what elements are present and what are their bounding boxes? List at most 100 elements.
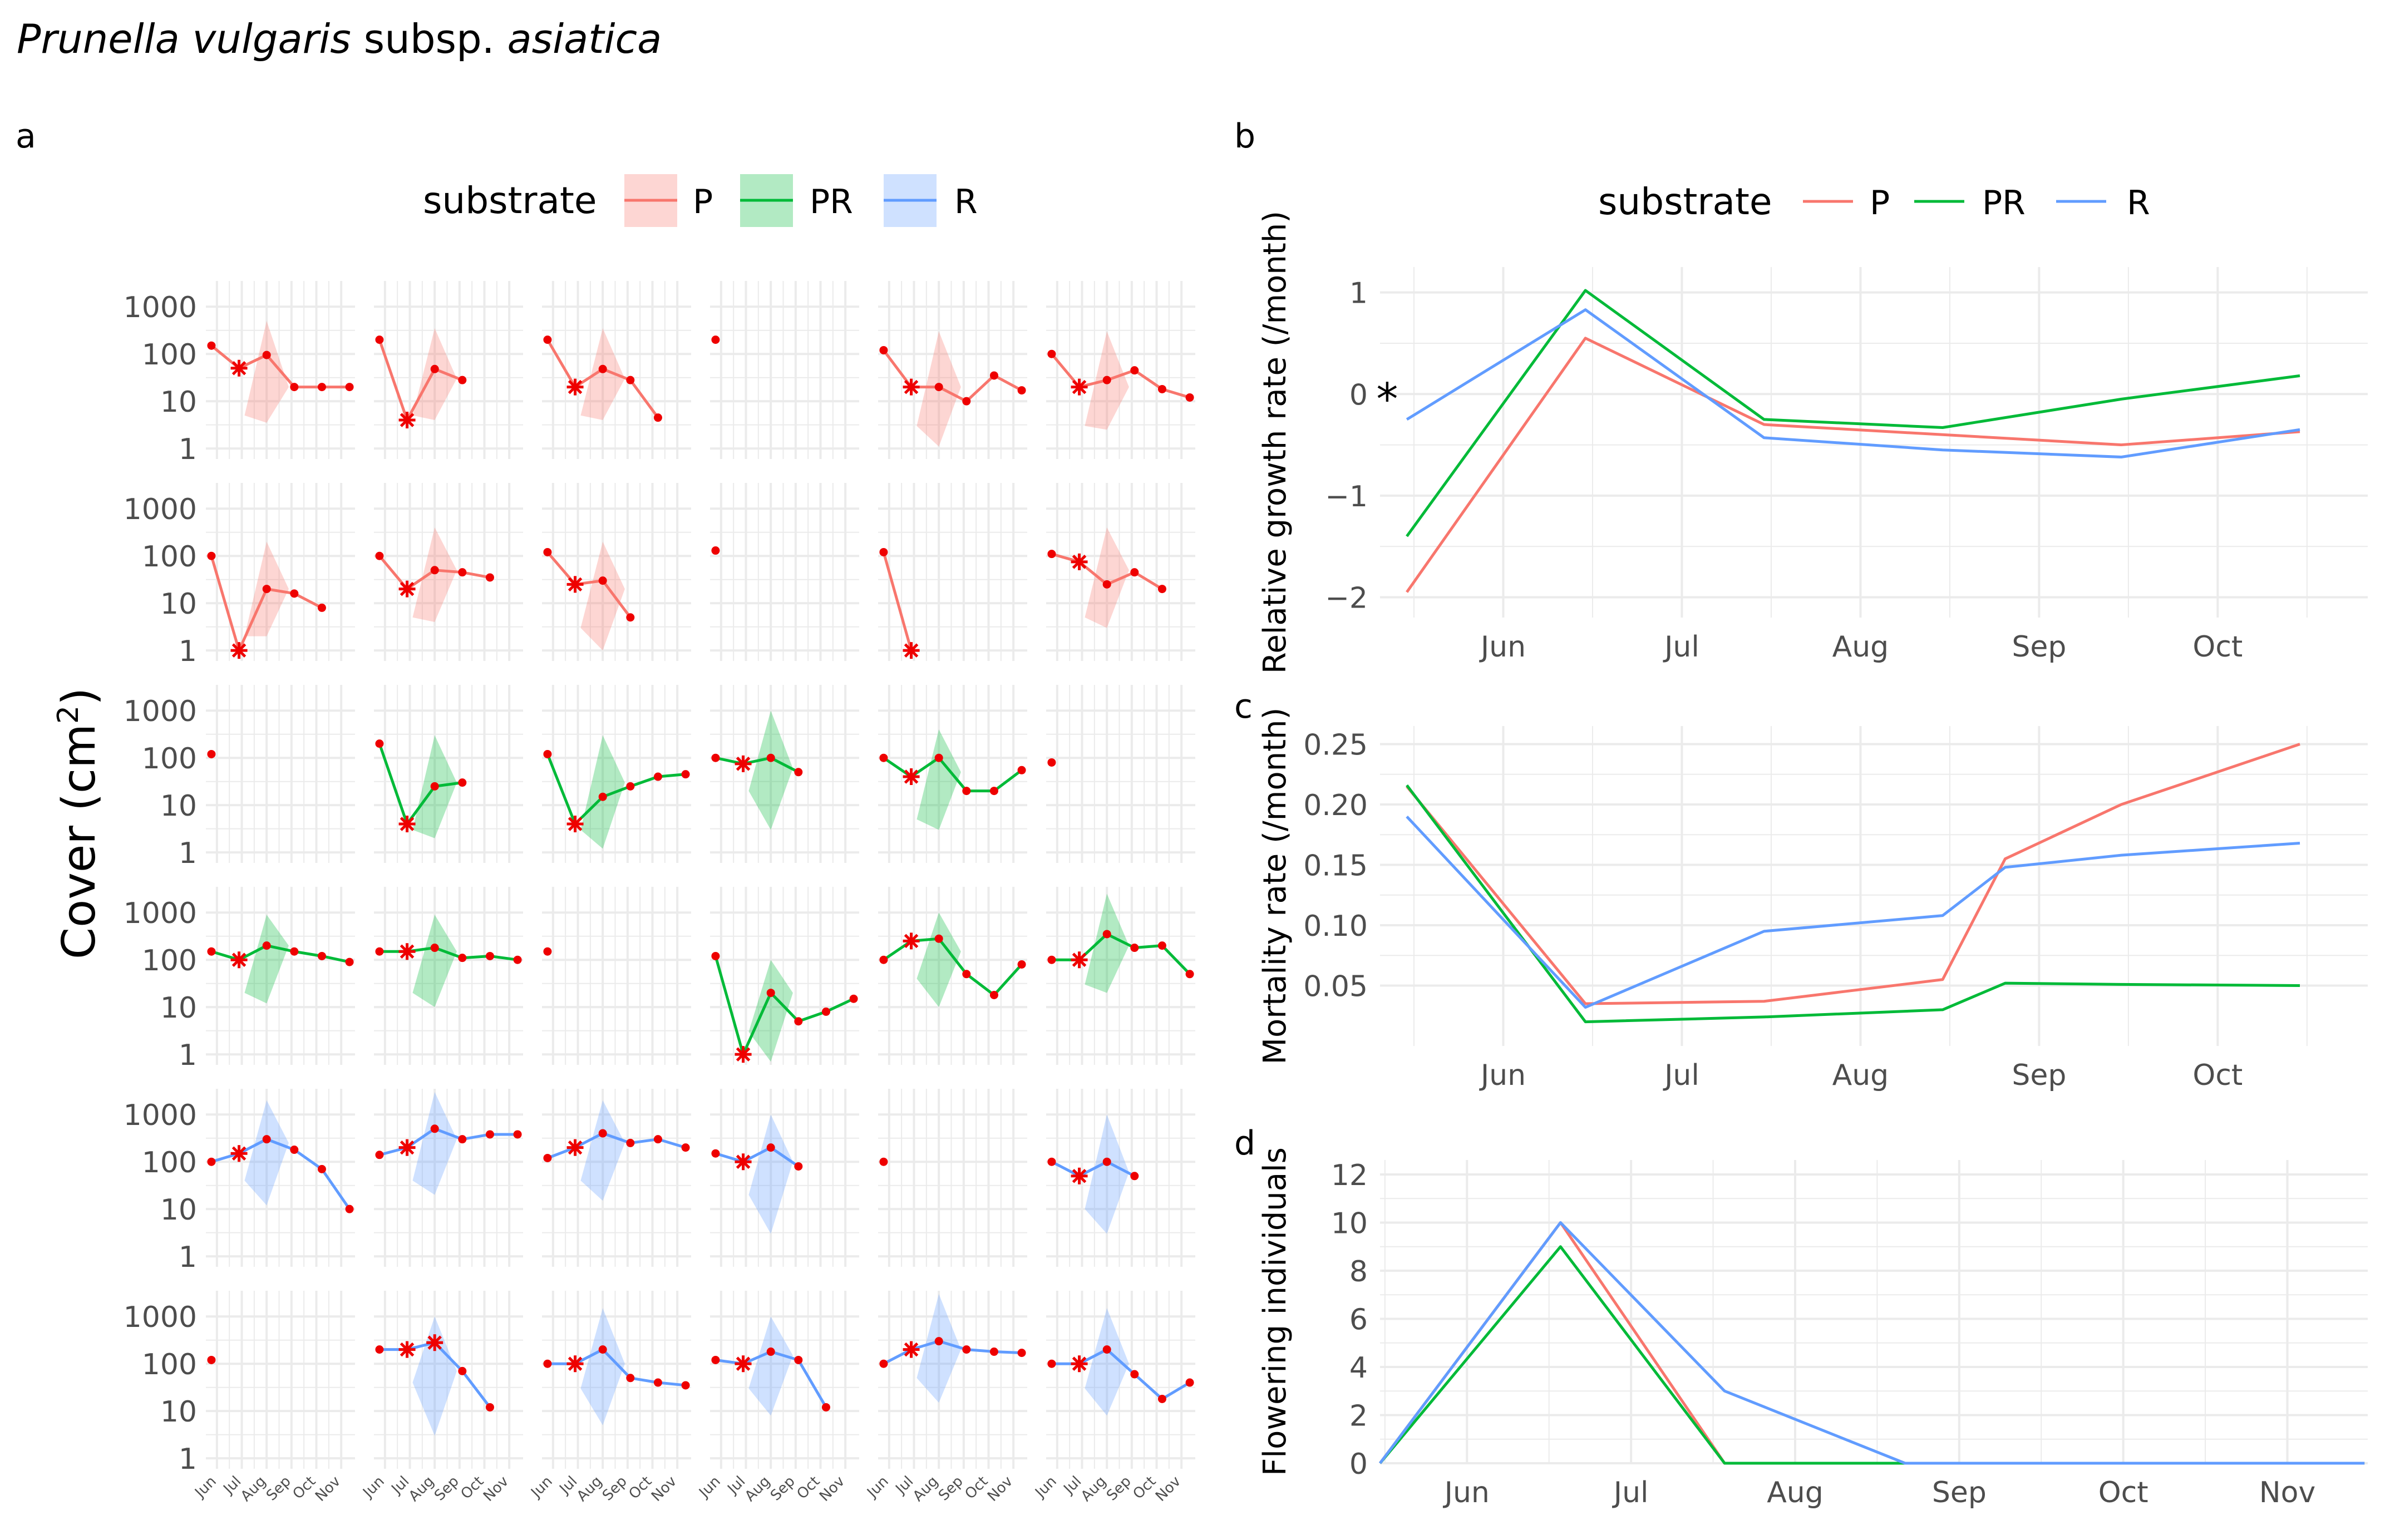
facet-background — [710, 1089, 859, 1267]
facet-9 — [542, 483, 691, 661]
facet-4 — [710, 281, 859, 459]
facet-point — [485, 1130, 494, 1139]
facet-point — [879, 1359, 888, 1368]
facet-point — [1047, 1157, 1056, 1166]
facet-series-line — [1051, 1160, 1135, 1178]
legend-a-key-pr: PR — [740, 174, 853, 227]
facet-star-marker — [1071, 1167, 1088, 1184]
facet-series-line — [547, 1132, 686, 1159]
facet-background — [710, 887, 859, 1065]
facet-35 — [878, 1291, 1027, 1469]
facet-3 — [542, 281, 691, 459]
facet-ytick-label: 1 — [179, 433, 197, 466]
facet-point — [543, 1359, 552, 1368]
facet-point — [681, 770, 690, 779]
legend-a-label-p: P — [693, 182, 713, 221]
series-line-p — [1406, 743, 2300, 1005]
xtick-label: Aug — [1832, 630, 1889, 664]
facet-point — [430, 944, 439, 952]
panel-label-a: a — [16, 117, 36, 156]
facet-background — [374, 887, 523, 1065]
facet-ribbon — [412, 1092, 457, 1195]
title-species: Prunella vulgaris — [17, 16, 351, 62]
xtick-label: Oct — [2192, 1059, 2243, 1092]
facet-background — [878, 1291, 1027, 1469]
legend-b-label-r: R — [2127, 184, 2150, 223]
chart-relative-growth-rate: −2 −1 0 1 Jun Jul Aug Sep Oct Relative growth rat… — [1257, 211, 2368, 674]
facet-point — [317, 1164, 326, 1173]
facet-xtick-label: Aug — [742, 1473, 773, 1505]
facet-ribbon — [1085, 1308, 1129, 1416]
facet-star-marker — [566, 1139, 584, 1156]
facet-ribbon — [1085, 1114, 1129, 1234]
facet-ytick-label: 1 — [179, 1039, 197, 1072]
facet-star-marker — [230, 1145, 248, 1162]
facet-star-marker — [398, 815, 416, 832]
facet-point — [598, 576, 607, 585]
legend-panel-a: substrate P PR R — [423, 174, 978, 227]
facet-star-marker — [1071, 553, 1088, 570]
facet-point — [766, 989, 775, 998]
facet-star-marker — [1071, 951, 1088, 969]
facet-background — [878, 483, 1027, 661]
facet-point — [513, 1130, 522, 1139]
series-line-pr — [1406, 784, 2300, 1024]
facet-series-line — [883, 1340, 1022, 1365]
facet-point — [681, 1143, 690, 1152]
facet-point — [1185, 1378, 1194, 1387]
facet-ytick-label: 1 — [179, 837, 197, 870]
facet-xtick-label: Jun — [1031, 1473, 1060, 1502]
facet-series-line — [715, 1146, 800, 1168]
facet-point — [1157, 585, 1166, 594]
facet-ytick-label: 10 — [160, 386, 197, 419]
facet-19 — [206, 887, 355, 1065]
facet-8 — [374, 483, 523, 661]
ytick-label: 0 — [1349, 1448, 1368, 1481]
ytick-label: 0.05 — [1303, 970, 1368, 1004]
facet-36 — [1046, 1291, 1195, 1469]
facet-point — [317, 383, 326, 392]
facet-ribbon — [580, 328, 625, 420]
facet-point — [879, 955, 888, 964]
facet-point — [1102, 1157, 1111, 1166]
facet-16 — [710, 685, 859, 863]
legend-b-label-pr: PR — [1982, 184, 2026, 223]
facet-background — [1046, 887, 1195, 1065]
facet-xtick-label: Oct — [794, 1473, 823, 1503]
facet-xtick-label: Oct — [457, 1473, 487, 1503]
facet-star-marker — [230, 359, 248, 377]
facet-21 — [542, 887, 691, 1065]
facet-point — [598, 364, 607, 373]
facet-background — [878, 281, 1027, 459]
facet-point — [345, 383, 354, 392]
facet-30 — [1046, 1089, 1195, 1267]
facet-background — [878, 1089, 1027, 1267]
facet-xtick-label: Nov — [816, 1473, 848, 1505]
facet-point — [989, 787, 998, 796]
facet-ytick-label: 1 — [179, 1443, 197, 1476]
facet-26 — [374, 1089, 523, 1267]
facet-xtick-label: Nov — [312, 1473, 344, 1505]
legend-a-title: substrate — [423, 179, 597, 222]
facet-star-marker — [903, 378, 920, 396]
facet-xtick-label: Sep — [767, 1473, 799, 1504]
facet-point — [1185, 393, 1194, 402]
facet-point — [375, 335, 384, 344]
facet-background — [710, 1291, 859, 1469]
facet-point — [1017, 1349, 1026, 1358]
facet-background — [1046, 1291, 1195, 1469]
facet-xtick-label: Jun — [191, 1473, 219, 1502]
facet-xtick-label: Jun — [359, 1473, 387, 1502]
xtick-label: Oct — [2192, 630, 2243, 664]
facet-background — [206, 483, 355, 661]
facet-xtick-label: Sep — [935, 1473, 967, 1504]
xtick-label: Oct — [2098, 1476, 2148, 1509]
facet-point — [766, 1348, 775, 1356]
facet-star-marker — [1071, 378, 1088, 396]
ytick-label: 4 — [1349, 1351, 1368, 1385]
facet-series-line — [378, 743, 463, 827]
facet-27 — [542, 1089, 691, 1267]
facet-6 — [1046, 281, 1195, 459]
facet-point — [1130, 1172, 1139, 1181]
facet-ribbon — [580, 735, 625, 849]
